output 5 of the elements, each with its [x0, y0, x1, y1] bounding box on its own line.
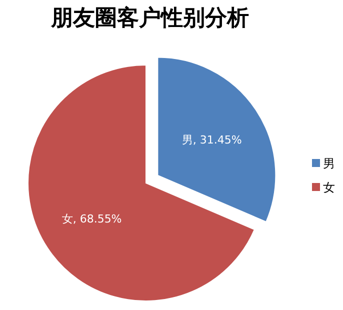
legend-label: 女	[323, 180, 335, 194]
legend-label: 男	[323, 156, 335, 170]
data-label: 男, 31.45%	[182, 134, 242, 147]
chart-title: 朋友圈客户性别分析	[50, 5, 249, 31]
data-label: 女, 68.55%	[62, 212, 122, 226]
